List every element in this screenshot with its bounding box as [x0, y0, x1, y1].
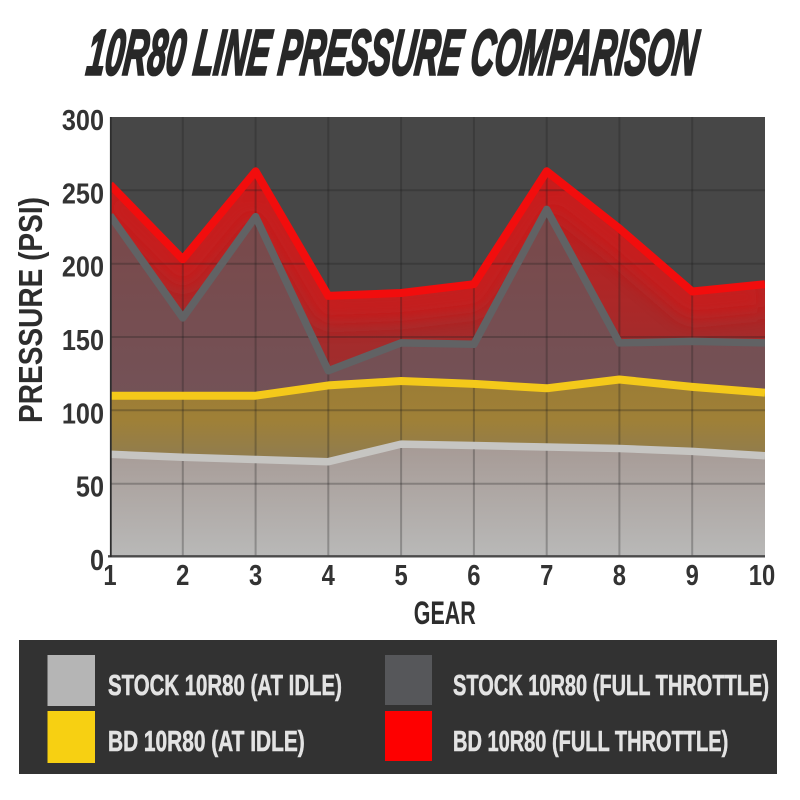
- svg-text:1: 1: [103, 559, 116, 592]
- svg-text:7: 7: [540, 559, 553, 592]
- svg-text:8: 8: [613, 559, 626, 592]
- svg-text:150: 150: [62, 323, 104, 356]
- svg-text:2: 2: [176, 559, 189, 592]
- svg-text:10: 10: [749, 559, 775, 592]
- svg-text:300: 300: [62, 103, 104, 136]
- svg-text:BD 10R80 (AT IDLE): BD 10R80 (AT IDLE): [108, 726, 305, 758]
- svg-text:4: 4: [322, 559, 335, 592]
- svg-text:10R80 LINE PRESSURE COMPARISON: 10R80 LINE PRESSURE COMPARISON: [83, 17, 702, 88]
- svg-text:STOCK 10R80 (AT IDLE): STOCK 10R80 (AT IDLE): [108, 670, 342, 702]
- svg-text:5: 5: [394, 559, 407, 592]
- svg-text:3: 3: [249, 559, 262, 592]
- svg-text:0: 0: [90, 543, 104, 576]
- svg-text:6: 6: [467, 559, 480, 592]
- svg-text:9: 9: [686, 559, 699, 592]
- svg-text:PRESSURE (PSI): PRESSURE (PSI): [13, 197, 50, 423]
- svg-text:STOCK 10R80 (FULL THROTTLE): STOCK 10R80 (FULL THROTTLE): [453, 669, 769, 702]
- svg-text:GEAR: GEAR: [414, 595, 476, 631]
- svg-text:250: 250: [62, 177, 104, 210]
- svg-text:100: 100: [62, 397, 104, 430]
- svg-text:200: 200: [62, 250, 104, 283]
- svg-text:50: 50: [76, 470, 104, 503]
- svg-text:BD 10R80 (FULL THROTTLE): BD 10R80 (FULL THROTTLE): [453, 725, 728, 758]
